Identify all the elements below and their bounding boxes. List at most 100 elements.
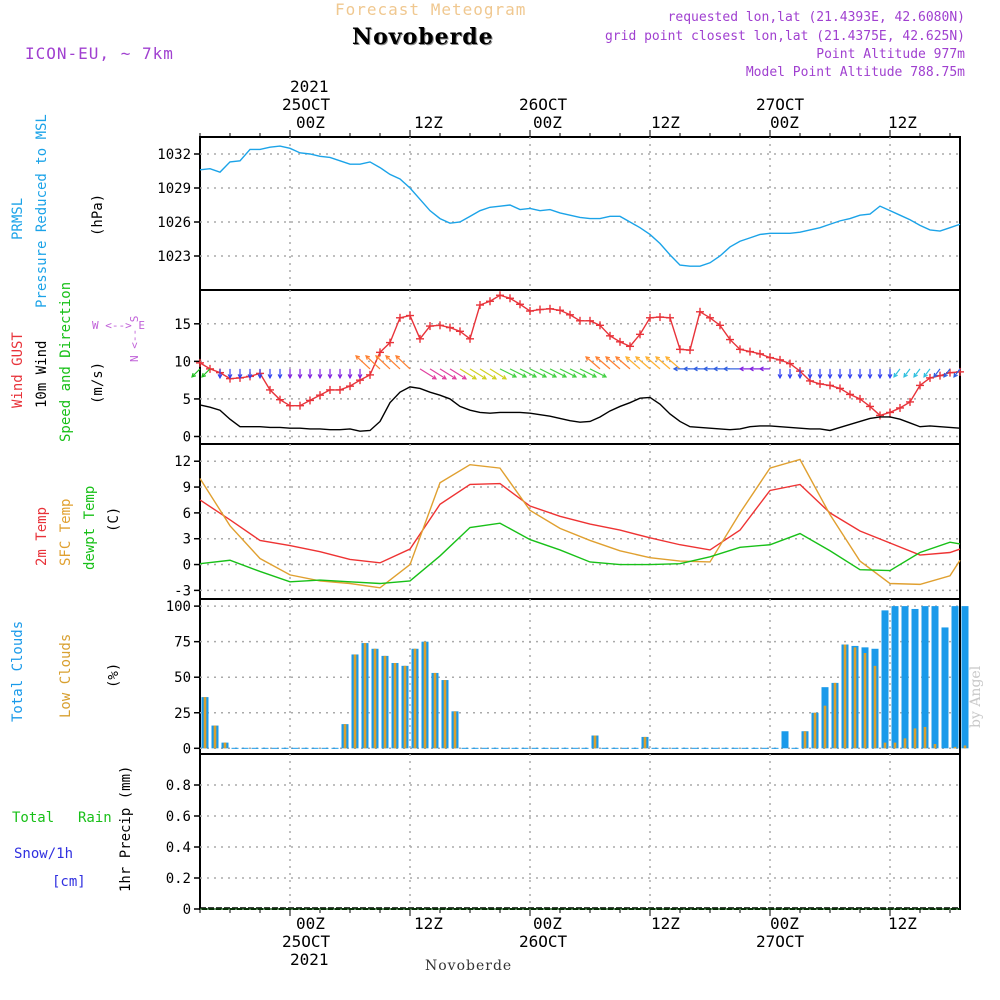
wind-direction-arrow [529, 368, 547, 378]
wind-arrow-head [355, 355, 361, 360]
wind-direction-arrow [569, 368, 587, 378]
low-cloud-bar [443, 680, 447, 749]
wind-arrow-head [692, 366, 698, 372]
wind-arrow-head [893, 372, 898, 378]
total-cloud-bar [881, 610, 889, 749]
y-tick-label: 9 [183, 480, 191, 496]
wind-arrow-head [635, 356, 641, 361]
low-cloud-bar [883, 742, 887, 749]
pressure-unit-label: (hPa) [90, 193, 106, 236]
y-tick-label: 1026 [157, 215, 191, 231]
wind-arrow-head [645, 356, 651, 361]
bottom-date-25oct: 25OCT [282, 932, 331, 951]
wind-direction-arrow [559, 368, 577, 378]
wind-arrow-head [385, 355, 391, 360]
top-hour-label: 12Z [651, 113, 680, 132]
low-cloud-bar [203, 697, 207, 749]
total-clouds-label: Total Clouds [10, 620, 26, 722]
wind-arrow-head [837, 374, 843, 380]
wind-arrow-head [601, 373, 608, 378]
wind-direction-arrow [201, 368, 211, 378]
temp-unit-label: (C) [106, 506, 122, 532]
gridpoint-coords: grid point closest lon,lat (21.4375E, 42… [604, 29, 965, 44]
wind-direction-arrow [923, 368, 931, 378]
temp-sfc-label: SFC Temp [58, 498, 74, 566]
total-cloud-bar [941, 627, 949, 749]
y-tick-label: 5 [183, 392, 191, 408]
low-cloud-bar [423, 641, 427, 749]
wind-arrow-head [461, 375, 468, 380]
clouds-unit-label: (%) [106, 662, 122, 688]
top-hour-label: 12Z [414, 113, 443, 132]
wind-arrow-head [357, 374, 363, 380]
wind-direction-arrow [635, 356, 651, 370]
y-tick-label: 0.6 [166, 809, 191, 825]
wind-direction-arrow [449, 368, 467, 380]
wind-arrow-head [297, 374, 303, 380]
low-cloud-bar [963, 745, 967, 749]
wind-arrow-head [712, 366, 718, 372]
wind-arrow-head [817, 374, 823, 380]
y-tick-label: 1029 [157, 181, 191, 197]
wind-arrow-head [451, 375, 458, 380]
temp-2m-label: 2m Temp [34, 506, 50, 566]
wind-arrow-head [953, 372, 958, 378]
wind-arrow-head [217, 374, 223, 380]
wind-arrow-head [395, 355, 401, 360]
wind-arrow-head [541, 373, 548, 378]
wind-arrow-head [531, 373, 538, 378]
total-cloud-bar [951, 606, 959, 749]
panel-frame-pressure [199, 136, 961, 291]
wind-arrow-head [317, 374, 323, 380]
wind-arrow-head [672, 366, 678, 372]
total-label: Total [12, 810, 55, 826]
wind-direction-arrow [595, 356, 611, 370]
wind-direction-arrow [903, 368, 911, 378]
wind-direction-arrow [519, 368, 537, 378]
low-cloud-bar [873, 665, 877, 749]
wind-arrow-head [903, 372, 908, 378]
dewpt-temp-line [199, 522, 961, 585]
wind-direction-arrow [665, 356, 681, 370]
y-tick-label: 0 [183, 429, 191, 445]
wind-arrow-head [571, 373, 578, 378]
wind-arrow-head [327, 374, 333, 380]
wind-direction-arrow [605, 356, 621, 370]
wind-arrow-head [682, 366, 688, 372]
wind-direction-arrow [429, 368, 447, 380]
y-tick-label: -3 [174, 583, 191, 599]
model-label: ICON-EU, ~ 7km [25, 44, 174, 63]
wind-arrow-head [595, 356, 601, 361]
wind-arrow-head [501, 375, 508, 380]
wind-direction-arrow [549, 368, 567, 378]
wind-arrow-head [738, 366, 744, 372]
top-date-25oct: 25OCT [282, 95, 331, 114]
2m-temp-line [199, 482, 961, 564]
wind-arrow-head [375, 355, 381, 360]
wind-arrow-head [797, 374, 803, 380]
low-cloud-bar [643, 736, 647, 749]
y-tick-label: 0.2 [166, 871, 191, 887]
bottom-hour-label: 12Z [651, 914, 680, 933]
wind-direction-arrow [893, 368, 901, 378]
wind-arrow-head [365, 355, 371, 360]
wind-direction-arrow [365, 355, 381, 370]
wind-arrow-head [877, 374, 883, 380]
wind-arrow-head [913, 372, 918, 378]
wind-arrow-head [585, 356, 591, 361]
y-tick-label: 15 [174, 317, 191, 333]
wind-arrow-head [441, 375, 448, 380]
wind-arrow-head [777, 374, 783, 380]
wind-arrow-head [551, 373, 558, 378]
wind-direction-arrow [953, 368, 961, 378]
wind-arrow-head [287, 374, 293, 380]
low-cloud-bar [353, 654, 357, 749]
rain-label: Rain [78, 810, 112, 826]
total-cloud-bar [781, 731, 789, 749]
low-cloud-bar [213, 725, 217, 749]
y-tick-label: 1032 [157, 147, 191, 163]
low-cloud-bar [903, 738, 907, 749]
bottom-hour-label: 00Z [296, 914, 325, 933]
wind-arrow-head [867, 374, 873, 380]
